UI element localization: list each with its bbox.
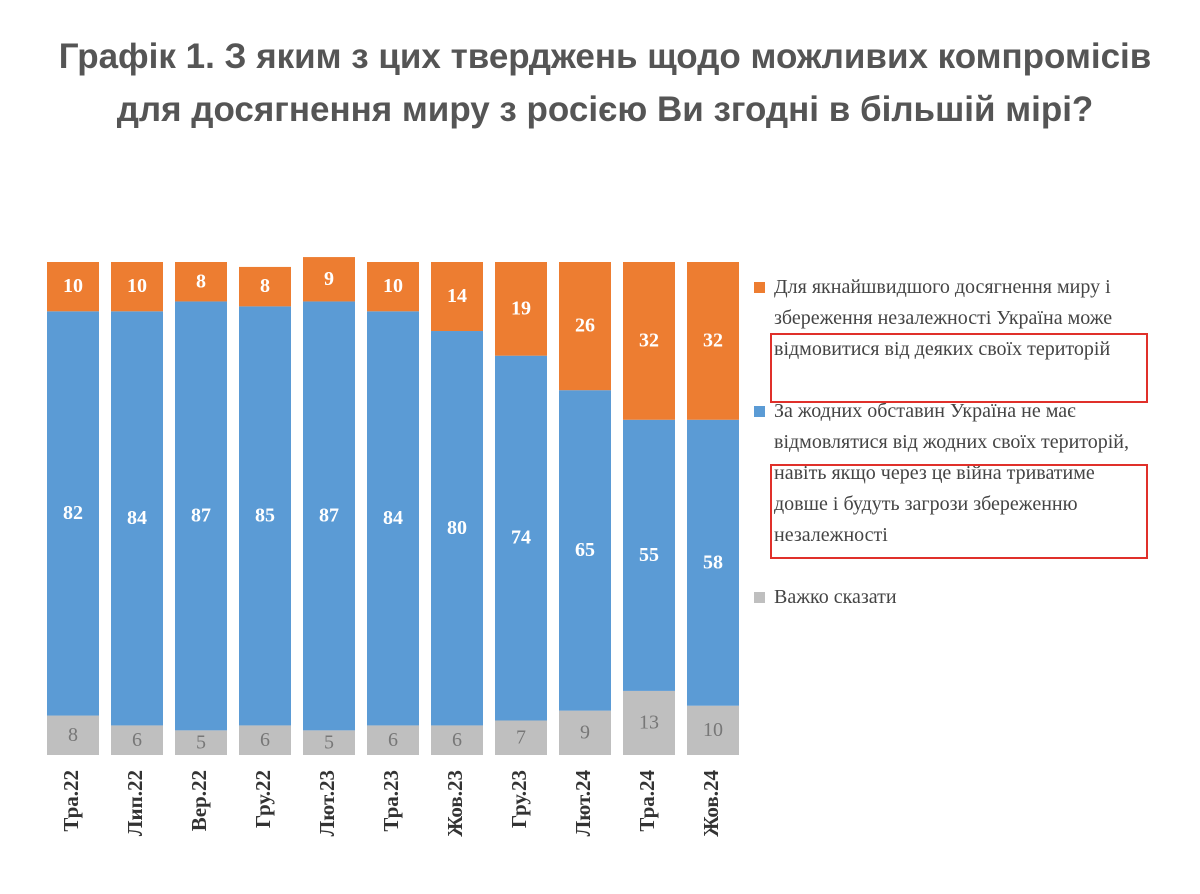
- bar-segment: [431, 725, 483, 755]
- x-tick-label: Лют.23: [315, 770, 339, 836]
- data-label: 14: [447, 285, 467, 307]
- bar-segment: [623, 419, 675, 691]
- data-label: 65: [575, 539, 595, 561]
- data-label: 10: [703, 719, 723, 741]
- legend-label: За жодних обставин Україна не має відмов…: [774, 400, 1130, 546]
- bar-segment: [367, 311, 419, 726]
- chart-title: Графік 1. З яким з цих тверджень щодо мо…: [58, 37, 1152, 129]
- data-label: 9: [580, 721, 590, 743]
- data-label: 5: [324, 731, 334, 753]
- x-tick-label: Тра.23: [379, 770, 403, 832]
- data-label: 19: [511, 297, 531, 319]
- data-label: 10: [63, 275, 83, 297]
- bar-segment: [303, 257, 355, 302]
- bar-segment: [431, 262, 483, 332]
- x-tick-label: Гру.23: [507, 770, 531, 828]
- data-label: 55: [639, 544, 659, 566]
- bar-segment: [367, 262, 419, 312]
- x-tick-label: Лют.24: [571, 770, 595, 837]
- data-label: 84: [383, 507, 403, 529]
- bar-segment: [175, 301, 227, 731]
- data-label: 32: [639, 329, 659, 351]
- bar-segment: [239, 266, 291, 307]
- data-label: 6: [388, 729, 398, 751]
- data-label: 74: [511, 527, 531, 549]
- legend-swatch: [754, 592, 765, 603]
- bar-segment: [239, 725, 291, 755]
- bar-segment: [303, 301, 355, 731]
- bar-segment: [175, 730, 227, 755]
- data-label: 32: [703, 329, 723, 351]
- bar-segment: [367, 725, 419, 755]
- bar-segment: [559, 710, 611, 755]
- bar-segment: [559, 390, 611, 711]
- x-tick-label: Тра.24: [635, 770, 659, 832]
- x-tick-label: Вер.22: [187, 770, 211, 831]
- bar-segment: [687, 705, 739, 755]
- legend-swatch: [754, 406, 765, 417]
- bar-segment: [175, 262, 227, 302]
- data-label: 87: [191, 504, 211, 526]
- data-label: 8: [196, 270, 206, 292]
- data-label: 13: [639, 712, 659, 734]
- legend-item: Важко сказати: [752, 582, 1152, 613]
- data-label: 85: [255, 504, 275, 526]
- x-tick-label: Жов.24: [699, 770, 723, 837]
- bar-segment: [623, 262, 675, 420]
- data-label: 9: [324, 268, 334, 290]
- bar-segment: [47, 262, 99, 312]
- data-label: 6: [132, 729, 142, 751]
- bar-segment: [239, 306, 291, 726]
- data-label: 6: [260, 729, 270, 751]
- bar-segment: [495, 262, 547, 356]
- data-label: 26: [575, 315, 595, 337]
- bar-segment: [623, 690, 675, 755]
- x-tick-label: Жов.23: [443, 770, 467, 837]
- legend-swatch: [754, 282, 765, 293]
- bar-segment: [47, 715, 99, 755]
- bar-segment: [559, 262, 611, 391]
- x-tick-label: Гру.22: [251, 770, 275, 828]
- data-label: 58: [703, 551, 723, 573]
- data-label: 82: [63, 502, 83, 524]
- data-label: 87: [319, 504, 339, 526]
- data-label: 8: [260, 275, 270, 297]
- data-label: 80: [447, 517, 467, 539]
- bar-segment: [687, 419, 739, 706]
- legend-label: Для якнайшвидшого досягнення миру і збер…: [774, 276, 1113, 360]
- highlight-box: [770, 464, 1148, 559]
- bar-segment: [111, 262, 163, 312]
- bar-segment: [687, 262, 739, 420]
- highlight-box: [770, 333, 1148, 403]
- bar-segment: [47, 311, 99, 716]
- data-label: 10: [127, 275, 147, 297]
- legend-label: Важко сказати: [774, 586, 897, 608]
- bar-segment: [495, 355, 547, 721]
- data-label: 10: [383, 275, 403, 297]
- bar-segment: [431, 331, 483, 726]
- legend-item: Для якнайшвидшого досягнення миру і збер…: [752, 272, 1152, 365]
- bar-segment: [111, 725, 163, 755]
- bar-segment: [303, 730, 355, 755]
- x-tick-label: Тра.22: [59, 770, 83, 832]
- x-tick-label: Лип.22: [123, 770, 147, 836]
- data-label: 6: [452, 729, 462, 751]
- bar-segment: [111, 311, 163, 726]
- legend-item: За жодних обставин Україна не має відмов…: [752, 396, 1152, 551]
- data-label: 7: [516, 726, 526, 748]
- data-label: 5: [196, 731, 206, 753]
- legend: Для якнайшвидшого досягнення миру і збер…: [752, 272, 1152, 644]
- bar-segment: [495, 720, 547, 755]
- data-label: 8: [68, 724, 78, 746]
- data-label: 84: [127, 507, 147, 529]
